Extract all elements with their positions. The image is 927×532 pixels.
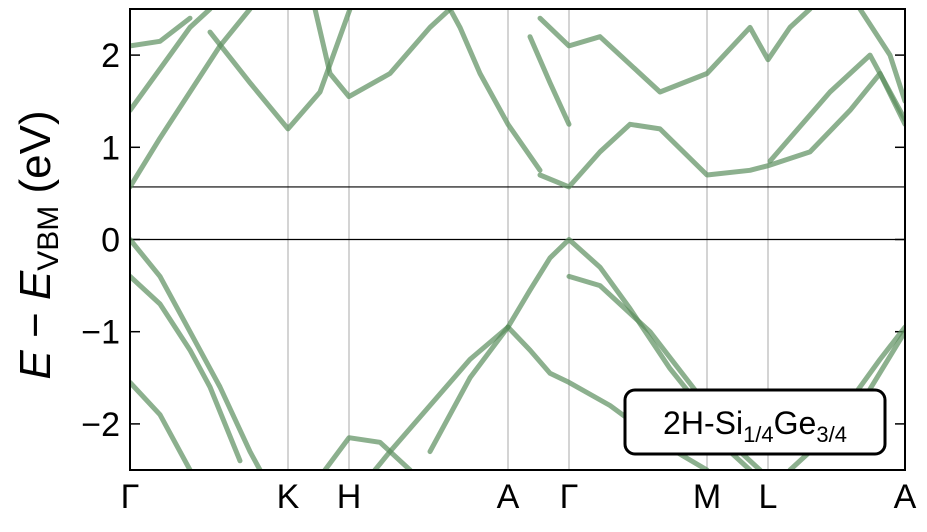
y-label-sub: VBM <box>32 206 65 271</box>
x-tick-label: M <box>693 478 721 516</box>
y-axis-label: E − EVBM (eV) <box>11 110 65 379</box>
x-tick-label: A <box>894 478 917 516</box>
y-tick-label: −2 <box>81 406 120 444</box>
x-tick-label: K <box>277 478 300 516</box>
band <box>130 15 193 49</box>
annotation: 2H-Si1/4Ge3/4 <box>663 405 847 447</box>
band <box>130 9 213 113</box>
plot-frame <box>129 8 906 471</box>
y-label-part: (eV) <box>11 110 60 205</box>
band <box>312 9 453 100</box>
band <box>537 71 905 190</box>
y-tick-label: 0 <box>101 222 120 260</box>
band <box>767 52 905 164</box>
band <box>322 435 413 470</box>
x-tick-label: Γ <box>121 478 140 516</box>
x-tick-label: A <box>497 478 520 516</box>
x-tick-label: H <box>337 478 362 516</box>
y-tick-label: 2 <box>101 37 120 75</box>
annotation-box <box>623 388 887 456</box>
band <box>372 324 511 470</box>
band <box>447 9 543 173</box>
band <box>207 9 353 132</box>
band <box>857 9 905 104</box>
annotation-part: 2H-Si <box>663 405 743 441</box>
band <box>130 9 253 190</box>
x-tick-label: L <box>759 478 778 516</box>
band <box>130 237 263 470</box>
annotation-sub: 1/4 <box>743 422 774 447</box>
y-label-part: − <box>11 300 60 350</box>
y-tick-label: 1 <box>101 129 120 167</box>
band <box>537 9 813 95</box>
y-tick-label: −1 <box>81 314 120 352</box>
y-label-part: E <box>11 350 60 380</box>
y-label-part: E <box>11 270 60 300</box>
annotation-sub: 3/4 <box>816 422 847 447</box>
band <box>427 324 511 455</box>
annotation-part: Ge <box>774 405 817 441</box>
band <box>130 273 243 464</box>
x-tick-label: Γ <box>560 478 579 516</box>
band <box>527 34 572 127</box>
band <box>130 379 193 470</box>
